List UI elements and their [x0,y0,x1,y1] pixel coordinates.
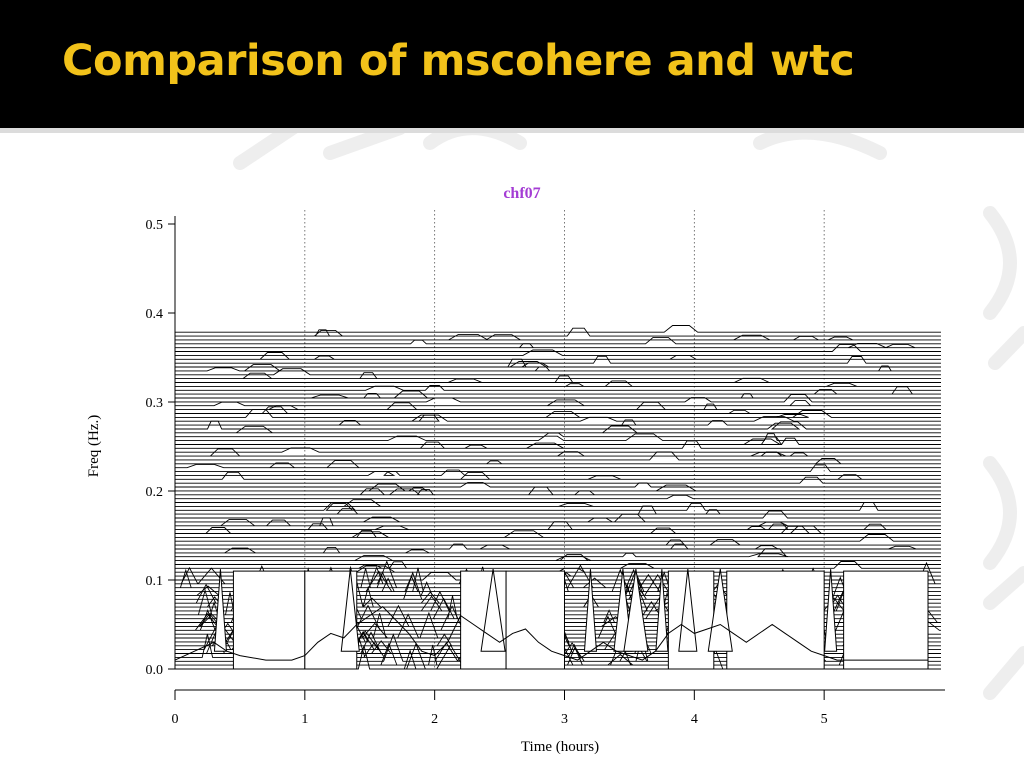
x-tick-label: 4 [691,712,698,727]
coherence-block [726,570,825,670]
coherence-block [843,570,929,670]
y-tick-label: 0.4 [146,307,164,322]
stacked-trace [175,399,941,407]
header-divider [0,128,1024,133]
coherence-block [505,570,565,670]
stacked-trace [175,372,941,380]
stacked-trace [175,325,941,333]
slide-title: Comparison of mscohere and wtc [62,36,855,86]
stacked-trace [175,476,941,484]
y-tick-label: 0.2 [146,485,164,500]
stacked-trace [175,510,941,519]
stacked-trace [175,561,941,569]
coherence-spike [340,569,360,652]
stacked-trace [175,530,941,538]
coherence-outline [174,606,928,661]
stacked-trace [175,483,941,492]
stacked-trace [175,344,941,352]
x-tick-label: 5 [821,712,828,727]
y-tick-label: 0.0 [146,663,164,678]
x-tick-label: 2 [431,712,438,727]
stacked-trace [175,414,941,422]
stacked-trace [175,327,941,337]
y-tick-label: 0.5 [146,218,164,233]
stacked-trace [175,553,941,562]
stacked-trace [175,448,941,457]
stacked-trace [175,385,941,391]
background-ornament [233,133,1024,700]
stacked-trace [175,458,941,465]
stacked-trace [175,464,941,473]
x-tick-label: 1 [301,712,308,727]
y-tick-label: 0.3 [146,396,164,411]
coherence-spike [583,569,597,652]
stacked-trace [175,433,941,442]
coherence-spike [480,569,506,652]
stacked-trace [175,494,941,500]
stacked-trace [175,469,941,476]
stacked-trace [175,375,941,383]
stacked-trace [175,521,941,531]
stacked-trace [175,419,941,426]
stacked-trace [175,460,941,469]
coherence-blocks [174,569,929,670]
stacked-trace [175,534,941,542]
slide-header: Comparison of mscohere and wtc [0,0,1024,128]
stacked-trace [175,499,941,507]
stacked-trace [175,481,941,488]
y-axis-title: Freq (Hz.) [86,415,102,477]
coherence-spike [824,569,838,652]
stacked-trace [175,368,941,376]
stacked-trace [175,546,941,554]
x-axis-title: Time (hours) [521,739,599,755]
y-tick-label: 0.1 [146,574,164,589]
coherence-spike [655,569,669,652]
x-tick-label: 3 [561,712,568,727]
stacked-trace [175,380,941,387]
stacked-trace [175,336,941,345]
x-tick-label: 0 [172,712,179,727]
coherence-spike [213,569,227,652]
coherence-spike [623,569,649,652]
stacked-trace [175,406,941,414]
stacked-trace [175,333,941,341]
coherence-spike [678,569,698,652]
axes: 0.0 0.1 0.2 0.3 0.4 0.5 0 1 2 3 4 5 [146,216,945,727]
stacked-trace [175,539,941,546]
stacked-trace [175,349,941,356]
stacked-trace [175,543,941,550]
coherence-spike [707,569,733,652]
stacked-trace [175,525,941,534]
stacked-trace [175,364,941,372]
coherence-block [232,570,306,670]
stacked-trace [175,352,941,360]
chart-title: chf07 [503,185,540,202]
grid-layer [304,210,825,669]
